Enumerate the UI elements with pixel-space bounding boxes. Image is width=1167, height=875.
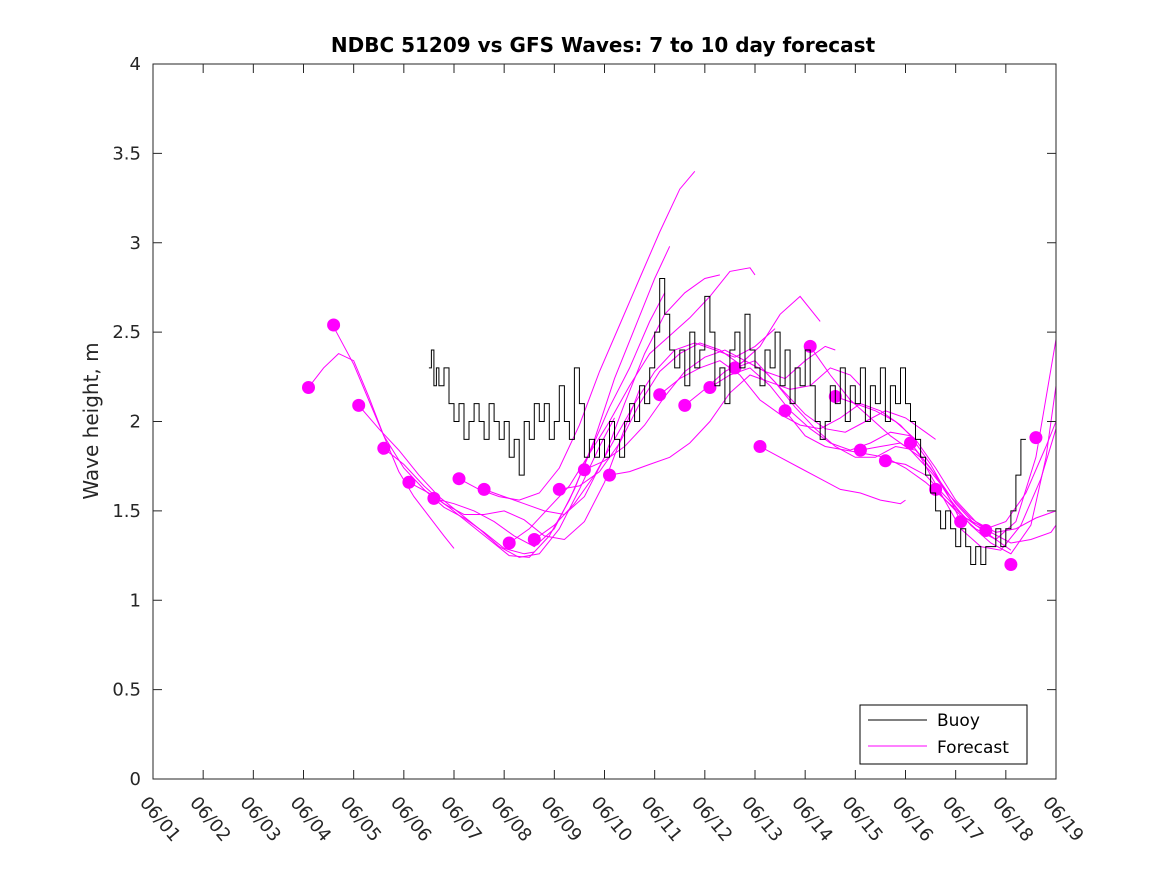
x-tick-label: 06/14 [787,793,836,846]
forecast-marker [552,482,566,496]
series-layer [302,170,1057,571]
forecast-line-2 [358,405,615,558]
x-tick-label: 06/07 [436,793,485,846]
y-tick-label: 0.5 [112,680,141,701]
forecast-marker [502,536,516,550]
forecast-marker [577,463,591,477]
x-tick-label: 06/05 [336,793,385,846]
y-tick-label: 4 [130,54,141,75]
forecast-marker [954,515,968,529]
forecast-marker [703,381,717,394]
forecast-marker [377,441,391,455]
forecast-marker [653,388,667,402]
y-tick-label: 3 [130,233,141,254]
legend-forecast-label: Forecast [937,738,1009,758]
y-tick-label: 1 [130,590,141,611]
forecast-line-13 [659,360,911,437]
forecast-marker [678,398,692,412]
x-tick-label: 06/12 [687,793,736,846]
x-tick-label: 06/09 [537,793,586,846]
forecast-line-7 [483,274,721,516]
forecast-marker [778,404,792,418]
forecast-line-3 [383,389,641,541]
forecast-marker [452,472,466,486]
forecast-marker [979,524,993,537]
legend: Buoy Forecast [859,704,1028,765]
forecast-line-10 [559,295,821,490]
legend-buoy-label: Buoy [937,711,980,731]
x-tick-label: 06/16 [888,793,937,846]
forecast-line-9 [534,328,776,540]
forecast-marker [302,381,315,394]
forecast-marker [1004,558,1018,571]
forecast-marker [753,440,767,453]
x-tick-label: 06/02 [185,793,234,846]
x-tick-label: 06/01 [135,793,184,846]
chart-title: NDBC 51209 vs GFS Waves: 7 to 10 day for… [331,33,876,57]
y-tick-label: 0 [130,769,141,790]
forecast-marker [427,491,441,505]
plot-area-frame [152,63,1057,780]
x-tick-label: 06/19 [1038,793,1087,846]
x-tick-label: 06/03 [236,793,285,846]
x-tick-label: 06/08 [486,793,535,846]
forecast-marker [904,436,917,450]
x-tick-label: 06/11 [637,793,686,846]
forecast-line-4 [408,292,666,558]
forecast-line-6 [458,170,696,501]
forecast-marker [327,318,341,332]
forecast-line-17 [759,446,906,505]
forecast-marker [402,475,416,489]
x-tick-label: 06/13 [737,793,786,846]
y-tick-label: 1.5 [112,501,141,522]
y-axis-label: Wave height, m [79,342,103,499]
x-tick-label: 06/18 [988,793,1037,846]
forecast-line-8 [508,267,756,544]
forecast-line-23 [910,385,1057,555]
forecast-marker [728,361,742,375]
forecast-line-22 [885,421,1057,530]
forecast-line-19 [809,346,1057,544]
buoy-line [428,278,1026,565]
x-tick-label: 06/15 [838,793,887,846]
forecast-marker [527,533,541,546]
y-tick-label: 2.5 [112,322,141,343]
forecast-line-11 [584,345,836,471]
x-tick-label: 06/17 [938,793,987,846]
y-tick-label: 3.5 [112,143,141,164]
x-tick-label: 06/10 [587,793,636,846]
x-tick-label: 06/06 [386,793,435,846]
x-tick-label: 06/04 [286,793,335,846]
forecast-marker [853,443,867,457]
y-tick-label: 2 [130,412,141,433]
forecast-line-5 [433,246,671,548]
forecast-marker [352,398,366,412]
forecast-marker [878,454,892,468]
forecast-marker [1029,431,1043,445]
legend-box [859,704,1028,765]
forecast-marker [603,468,616,482]
forecast-line-15 [709,367,962,522]
forecast-marker [477,482,491,496]
